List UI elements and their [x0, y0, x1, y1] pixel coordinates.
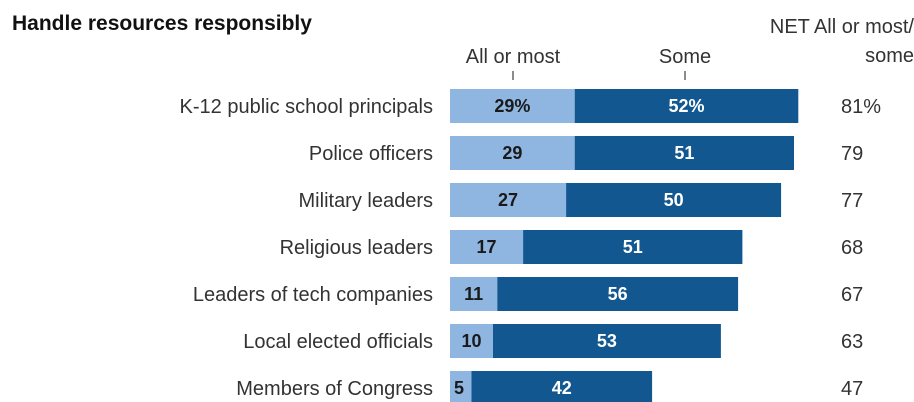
bar-label-some: 51 [623, 237, 643, 257]
bar-label-some: 42 [552, 378, 572, 398]
chart-title: Handle resources responsibly [12, 12, 312, 35]
bar-all-or-most [450, 371, 472, 402]
bar-all-or-most [450, 89, 575, 123]
category-label: Police officers [309, 143, 433, 165]
bar-some [523, 230, 743, 264]
bar-label-all-or-most: 17 [477, 237, 497, 257]
net-value: 68 [841, 237, 863, 259]
bar-label-some: 52% [668, 96, 704, 116]
bar-label-all-or-most: 29 [502, 143, 522, 163]
bar-label-some: 53 [597, 331, 617, 351]
column-header-net-line2: some [865, 45, 914, 67]
bar-some [566, 183, 782, 217]
bar-some [493, 324, 721, 358]
bar-label-all-or-most: 29% [494, 96, 530, 116]
bar-some [497, 277, 739, 311]
category-label: Leaders of tech companies [193, 284, 433, 306]
net-value: 77 [841, 190, 863, 212]
column-header-all-or-most: All or most [466, 46, 561, 68]
category-label: Military leaders [299, 190, 433, 212]
bar-label-all-or-most: 27 [498, 190, 518, 210]
category-label: K-12 public school principals [180, 96, 433, 118]
bar-label-all-or-most: 10 [461, 331, 481, 351]
bar-label-some: 50 [664, 190, 684, 210]
bar-all-or-most [450, 183, 567, 217]
net-value: 81% [841, 96, 881, 118]
category-label: Religious leaders [280, 237, 433, 259]
bar-some [574, 89, 799, 123]
net-value: 63 [841, 331, 863, 353]
bar-label-all-or-most: 11 [464, 284, 483, 304]
column-header-some: Some [659, 46, 711, 68]
bar-label-some: 51 [674, 143, 694, 163]
category-label: Members of Congress [236, 378, 433, 400]
chart-rows: K-12 public school principals 29% 52% 81% Po… [180, 89, 881, 402]
column-header-net-line1: NET All or most/ [770, 16, 914, 38]
net-value: 79 [841, 143, 863, 165]
net-value: 47 [841, 378, 863, 400]
bar-all-or-most [450, 136, 575, 170]
bar-all-or-most [450, 324, 493, 358]
net-value: 67 [841, 284, 863, 306]
bar-label-all-or-most: 5 [454, 378, 464, 398]
bar-some [471, 371, 653, 402]
bar-label-some: 56 [608, 284, 628, 304]
category-label: Local elected officials [243, 331, 433, 353]
bar-all-or-most [450, 230, 524, 264]
bar-all-or-most [450, 277, 498, 311]
bar-some [574, 136, 794, 170]
